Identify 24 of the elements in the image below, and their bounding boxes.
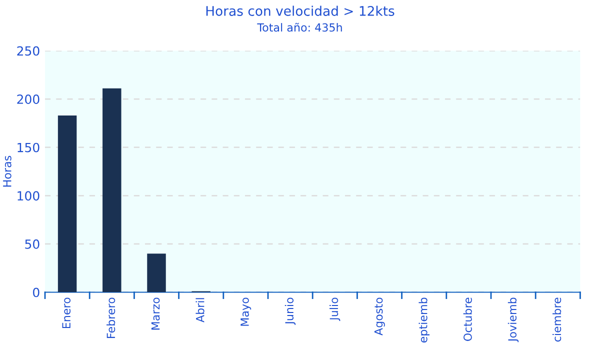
x-tick-label: Agosto xyxy=(374,298,385,336)
y-tick-label: 150 xyxy=(18,142,40,152)
y-axis-title: Horas xyxy=(3,156,12,187)
x-tick-label: Mayo xyxy=(240,298,252,326)
chart-subtitle: Total año: 435h xyxy=(257,22,342,32)
y-tick-label: 100 xyxy=(18,191,40,201)
bar xyxy=(147,254,166,292)
bar xyxy=(58,115,77,292)
y-tick-label: 0 xyxy=(33,288,40,298)
bar xyxy=(102,88,122,292)
chart-title: Horas con velocidad > 12kts xyxy=(206,6,394,16)
y-tick-label: 200 xyxy=(17,94,40,104)
y-tick-label: 250 xyxy=(17,46,40,56)
x-tick-label: Marzo xyxy=(151,298,160,330)
x-tick-label: ciembre xyxy=(552,298,562,342)
x-tick-label: eptiemb xyxy=(418,298,430,343)
x-tick-label: Octubre xyxy=(463,298,472,341)
x-tick-label: Enero xyxy=(62,298,71,328)
x-tick-label: Joviemb xyxy=(508,298,519,342)
x-tick-label: Julio xyxy=(330,298,340,321)
x-tick-label: Febrero xyxy=(106,298,116,338)
y-tick-label: 50 xyxy=(25,239,40,249)
x-tick-label: Junio xyxy=(284,298,296,325)
x-tick-label: Abril xyxy=(196,298,204,322)
